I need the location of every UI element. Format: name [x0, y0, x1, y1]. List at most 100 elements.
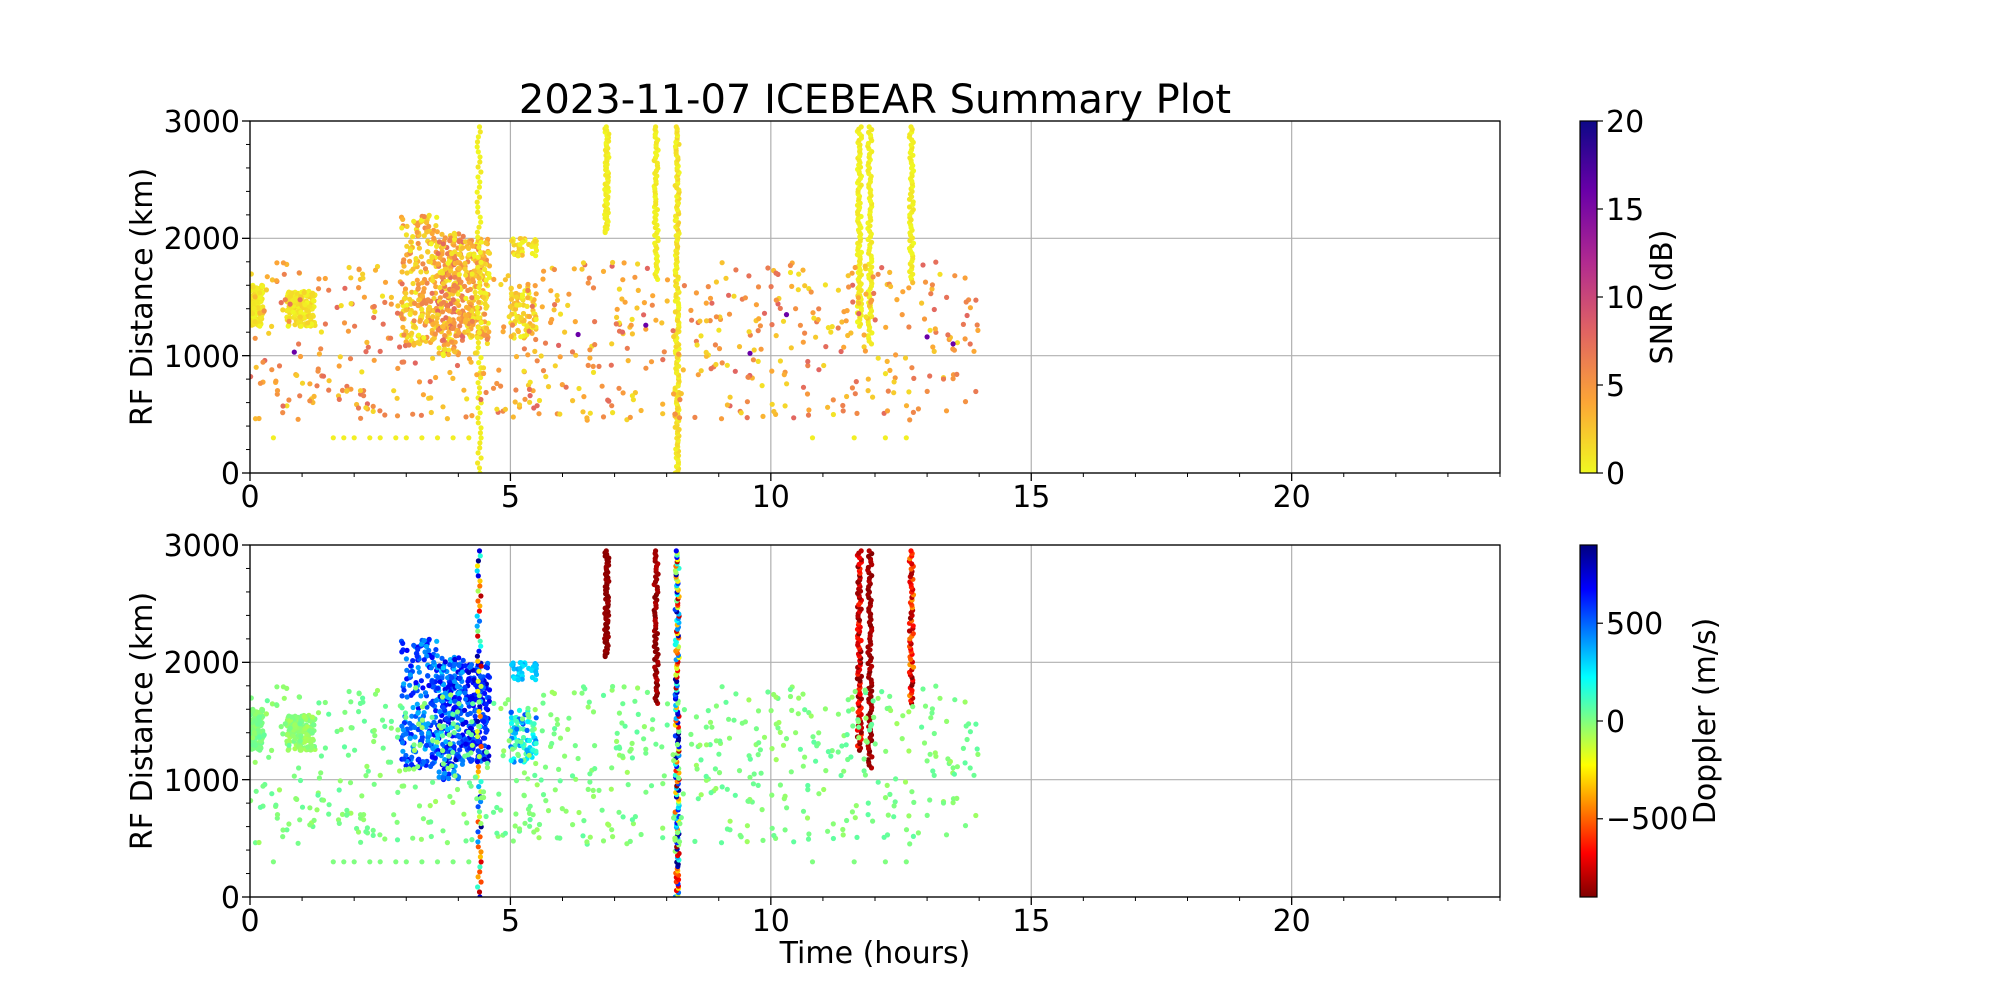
echo-point: [815, 317, 821, 323]
echo-point: [954, 795, 960, 802]
echo-point: [433, 698, 439, 704]
echo-point: [777, 358, 784, 364]
echo-point: [416, 721, 422, 727]
echo-point: [439, 270, 446, 276]
echo-point: [718, 416, 725, 422]
echo-point: [361, 817, 367, 823]
echo-point: [562, 329, 568, 335]
echo-point: [644, 265, 651, 271]
echo-point: [435, 261, 441, 267]
echo-point: [419, 435, 425, 441]
echo-point: [296, 341, 302, 347]
echo-point: [403, 714, 409, 720]
echo-point: [407, 672, 413, 678]
echo-point: [460, 657, 466, 664]
echo-point: [450, 287, 456, 293]
echo-point: [585, 362, 591, 368]
echo-point: [440, 404, 446, 410]
echo-point: [697, 318, 703, 324]
echo-point: [483, 664, 489, 670]
echo-point: [257, 323, 263, 329]
echo-point: [712, 766, 719, 772]
echo-point: [823, 344, 829, 350]
echo-point: [805, 358, 811, 365]
echo-point: [815, 741, 821, 747]
echo-point: [518, 334, 524, 340]
echo-point: [475, 460, 481, 466]
echo-point: [484, 760, 490, 766]
echo-point: [430, 779, 436, 785]
echo-point: [426, 223, 432, 229]
echo-point: [330, 859, 336, 865]
echo-point: [443, 292, 449, 298]
echo-point: [800, 763, 806, 769]
echo-point: [404, 223, 410, 229]
echo-point: [891, 390, 897, 396]
echo-point: [908, 548, 914, 554]
echo-point: [250, 284, 256, 290]
echo-point: [713, 738, 720, 744]
echo-point: [937, 271, 943, 277]
echo-point: [641, 300, 648, 306]
echo-point: [430, 321, 436, 327]
echo-point: [580, 833, 586, 839]
echo-point: [744, 823, 751, 829]
echo-point: [879, 265, 885, 271]
echo-point: [292, 298, 298, 304]
echo-point: [482, 690, 488, 697]
echo-point: [287, 725, 293, 731]
echo-point: [407, 258, 413, 264]
echo-point: [478, 239, 484, 245]
echo-point: [250, 374, 254, 380]
echo-point: [394, 819, 400, 825]
echo-point: [474, 304, 480, 311]
echo-point: [919, 300, 925, 306]
echo-point: [415, 222, 421, 229]
echo-point: [629, 740, 635, 747]
echo-point: [964, 736, 970, 743]
echo-point: [703, 318, 710, 324]
echo-point: [664, 298, 670, 304]
echo-point: [403, 859, 409, 865]
echo-point: [569, 349, 576, 355]
echo-point: [490, 385, 497, 391]
echo-point: [769, 792, 775, 798]
echo-point: [431, 295, 437, 301]
echo-point: [536, 821, 543, 828]
echo-point: [433, 223, 439, 229]
echo-point: [466, 435, 472, 441]
echo-point: [469, 742, 475, 748]
echo-point: [698, 757, 704, 763]
echo-point: [777, 729, 783, 736]
echo-point: [451, 730, 457, 736]
echo-point: [644, 689, 651, 696]
echo-point: [437, 679, 443, 685]
echo-point: [482, 714, 488, 721]
echo-point: [441, 723, 447, 729]
echo-point: [787, 686, 794, 693]
echo-point: [557, 411, 563, 417]
echo-point: [455, 715, 461, 721]
echo-point: [476, 360, 482, 366]
echo-point: [641, 312, 647, 318]
echo-point: [753, 726, 760, 732]
echo-point: [900, 713, 906, 719]
echo-point: [744, 839, 750, 845]
echo-point: [508, 291, 515, 297]
doppler-ytick-label: 1000: [164, 764, 240, 799]
echo-point: [627, 414, 633, 420]
echo-point: [681, 283, 688, 289]
echo-point: [326, 711, 332, 717]
echo-point: [527, 823, 533, 829]
echo-point: [572, 743, 578, 749]
echo-point: [377, 435, 383, 441]
echo-point: [336, 787, 342, 793]
echo-point: [971, 772, 977, 778]
echo-point: [419, 704, 425, 710]
echo-point: [250, 708, 256, 714]
echo-point: [861, 332, 867, 338]
echo-point: [557, 311, 564, 317]
echo-point: [462, 707, 468, 713]
echo-point: [622, 723, 628, 729]
echo-point: [856, 735, 862, 741]
